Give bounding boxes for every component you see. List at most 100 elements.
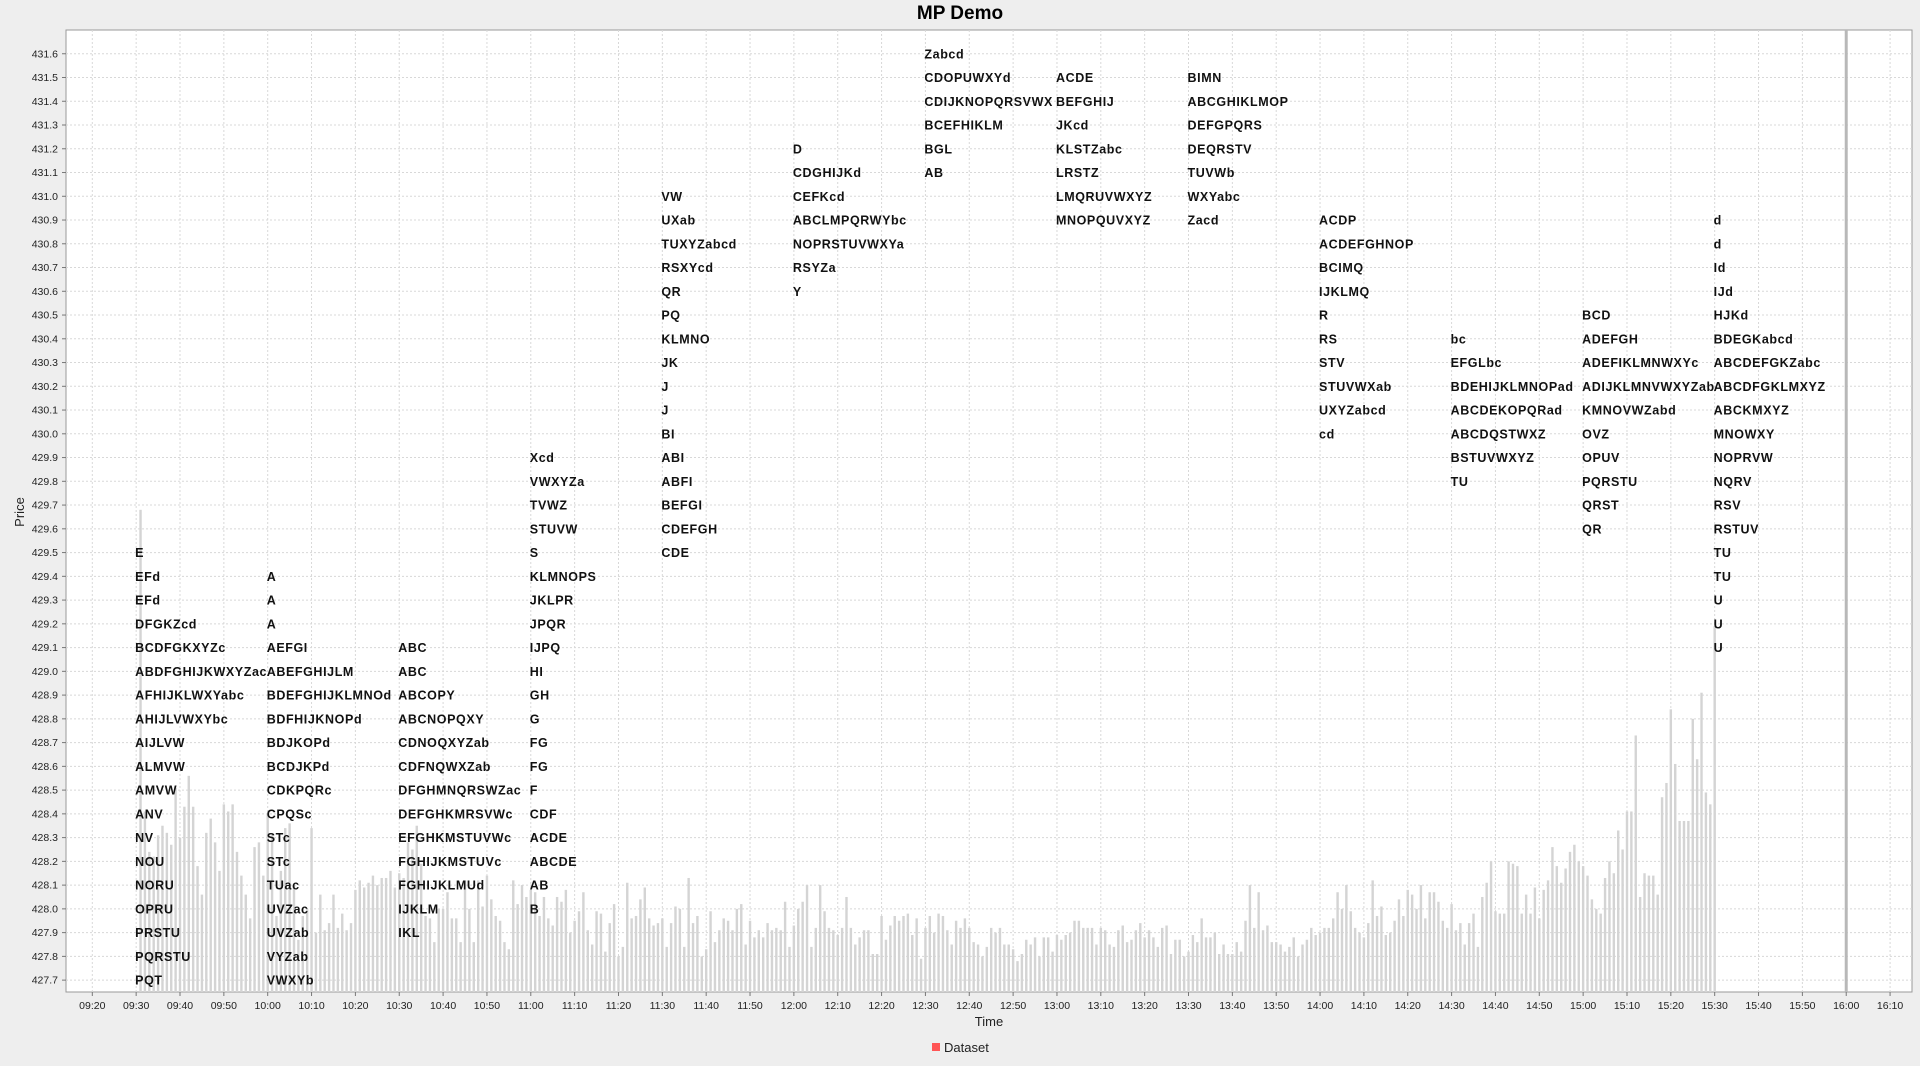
price-bar — [1073, 920, 1076, 992]
price-bar — [1345, 885, 1348, 992]
profile-letters: NOPRVW — [1714, 451, 1774, 465]
profile-letters: TU — [1451, 475, 1469, 489]
price-bar — [1340, 908, 1344, 992]
y-tick-label: 428.9 — [32, 690, 58, 702]
price-bar — [411, 849, 414, 992]
price-bar — [569, 932, 572, 992]
x-tick-label: 12:10 — [825, 1000, 851, 1012]
profile-letters: RS — [1319, 332, 1338, 346]
y-tick-label: 429.8 — [32, 476, 58, 488]
profile-letters: MNOWXY — [1714, 427, 1775, 441]
price-bar — [810, 946, 813, 992]
price-bar — [209, 818, 212, 992]
price-bar — [450, 918, 454, 992]
profile-letters: J — [661, 380, 669, 394]
y-tick-label: 430.3 — [32, 357, 58, 369]
price-bar — [1156, 946, 1160, 992]
price-bar — [626, 882, 629, 992]
profile-letters: UXYZabcd — [1319, 404, 1386, 418]
price-bar — [1590, 899, 1594, 992]
profile-letters: U — [1714, 641, 1724, 655]
price-bar — [867, 930, 870, 992]
price-bar — [1516, 866, 1519, 992]
price-bar — [1296, 956, 1300, 992]
profile-letters: ABCOPY — [398, 689, 455, 703]
price-bar — [1310, 927, 1313, 992]
profile-period: BCD ADEFGH ADEFIKLMNWXYc ADIJKLMNVWXYZab KMN… — [1582, 309, 1714, 537]
price-bar — [1595, 908, 1598, 992]
price-bar — [1630, 811, 1633, 992]
profile-letters: ABCKMXYZ — [1714, 404, 1790, 418]
x-axis: 09:20 09:30 09:40 09:50 10:00 10:10 10:20 10:30… — [79, 992, 1903, 1012]
price-bar — [788, 946, 791, 992]
x-tick-label: 09:20 — [79, 1000, 105, 1012]
x-tick-label: 15:20 — [1658, 1000, 1684, 1012]
profile-letters: CDEFGH — [661, 522, 717, 536]
profile-letters: STUVW — [530, 522, 578, 536]
price-bar — [472, 942, 475, 992]
profile-letters: ADEFGH — [1582, 332, 1638, 346]
profile-letters: A — [267, 617, 277, 631]
price-bar — [963, 918, 967, 992]
price-bar — [1147, 930, 1151, 992]
price-bar — [897, 920, 901, 992]
profile-letters: HI — [530, 665, 544, 679]
y-tick-label: 428.4 — [32, 808, 58, 820]
profile-letters: CDF — [530, 807, 558, 821]
price-bar — [516, 904, 519, 992]
price-bar — [1200, 918, 1203, 992]
profile-letters: OPUV — [1582, 451, 1620, 465]
price-bar — [551, 925, 554, 992]
x-tick-label: 13:20 — [1132, 1000, 1158, 1012]
profile-letters: ACDE — [530, 831, 568, 845]
price-bar — [823, 911, 826, 992]
profile-period: ACDE BEFGHIJ JKcd KLSTZabc LRSTZ LMQRUVWXYZ MN… — [1056, 71, 1152, 228]
price-bar — [740, 904, 743, 992]
profile-letters: B — [530, 902, 540, 916]
price-bar — [1380, 906, 1383, 992]
price-bar — [200, 894, 204, 992]
x-tick-label: 12:30 — [912, 1000, 938, 1012]
price-bar — [1130, 939, 1133, 992]
price-bar — [1621, 849, 1624, 992]
price-bar — [665, 946, 668, 992]
price-bar — [327, 923, 331, 992]
price-bar — [1266, 925, 1269, 992]
profile-letters: FG — [530, 760, 549, 774]
price-bar — [1384, 934, 1388, 992]
price-bar — [393, 887, 397, 992]
profile-letters: RSV — [1714, 499, 1742, 513]
x-tick-label: 14:00 — [1307, 1000, 1333, 1012]
price-bar — [139, 509, 142, 992]
x-tick-label: 11:40 — [693, 1000, 719, 1012]
price-bar — [617, 956, 620, 992]
price-bar — [1274, 942, 1278, 992]
y-tick-label: 431.4 — [32, 96, 58, 108]
price-bar — [191, 806, 195, 992]
price-bar — [310, 828, 313, 992]
y-tick-label: 430.9 — [32, 215, 58, 227]
price-bar — [1603, 877, 1607, 992]
profile-letters: BCDFGKXYZc — [135, 641, 226, 655]
price-bar — [1551, 847, 1554, 992]
profile-letters: ACDP — [1319, 214, 1357, 228]
price-bar — [301, 915, 304, 992]
y-tick-label: 431.3 — [32, 120, 58, 132]
price-bar — [928, 915, 932, 992]
price-bar — [406, 842, 410, 992]
price-bar — [349, 923, 353, 992]
price-bar — [1446, 927, 1449, 992]
price-bar — [932, 932, 936, 992]
price-bar — [1687, 820, 1690, 992]
price-bar — [1674, 763, 1677, 992]
price-bar — [1555, 866, 1559, 992]
profile-letters: BDEHIJKLMNOPad — [1451, 380, 1574, 394]
price-bar — [227, 811, 230, 992]
price-bar — [1665, 782, 1668, 992]
price-bar — [919, 958, 923, 992]
price-bar — [362, 887, 366, 992]
x-tick-label: 13:40 — [1219, 1000, 1245, 1012]
x-axis-label: Time — [975, 1014, 1003, 1029]
x-tick-label: 13:30 — [1175, 1000, 1201, 1012]
price-bar — [1288, 946, 1291, 992]
